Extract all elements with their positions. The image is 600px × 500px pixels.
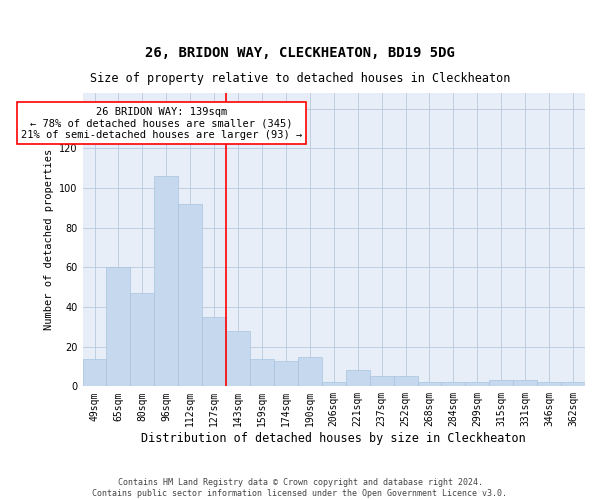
- Bar: [178, 204, 202, 386]
- Bar: [298, 356, 322, 386]
- Bar: [513, 380, 537, 386]
- Bar: [466, 382, 489, 386]
- Text: 26 BRIDON WAY: 139sqm
← 78% of detached houses are smaller (345)
21% of semi-det: 26 BRIDON WAY: 139sqm ← 78% of detached …: [21, 106, 302, 140]
- Bar: [370, 376, 394, 386]
- Text: Contains HM Land Registry data © Crown copyright and database right 2024.
Contai: Contains HM Land Registry data © Crown c…: [92, 478, 508, 498]
- Bar: [346, 370, 370, 386]
- Bar: [226, 331, 250, 386]
- Bar: [394, 376, 418, 386]
- Text: 26, BRIDON WAY, CLECKHEATON, BD19 5DG: 26, BRIDON WAY, CLECKHEATON, BD19 5DG: [145, 46, 455, 60]
- Y-axis label: Number of detached properties: Number of detached properties: [44, 149, 53, 330]
- Bar: [154, 176, 178, 386]
- Bar: [537, 382, 561, 386]
- Bar: [322, 382, 346, 386]
- Bar: [442, 382, 466, 386]
- Bar: [250, 358, 274, 386]
- Bar: [418, 382, 442, 386]
- Bar: [106, 268, 130, 386]
- X-axis label: Distribution of detached houses by size in Cleckheaton: Distribution of detached houses by size …: [142, 432, 526, 445]
- Bar: [274, 360, 298, 386]
- Bar: [489, 380, 513, 386]
- Text: Size of property relative to detached houses in Cleckheaton: Size of property relative to detached ho…: [90, 72, 510, 85]
- Bar: [202, 317, 226, 386]
- Bar: [130, 293, 154, 386]
- Bar: [561, 382, 585, 386]
- Bar: [83, 358, 106, 386]
